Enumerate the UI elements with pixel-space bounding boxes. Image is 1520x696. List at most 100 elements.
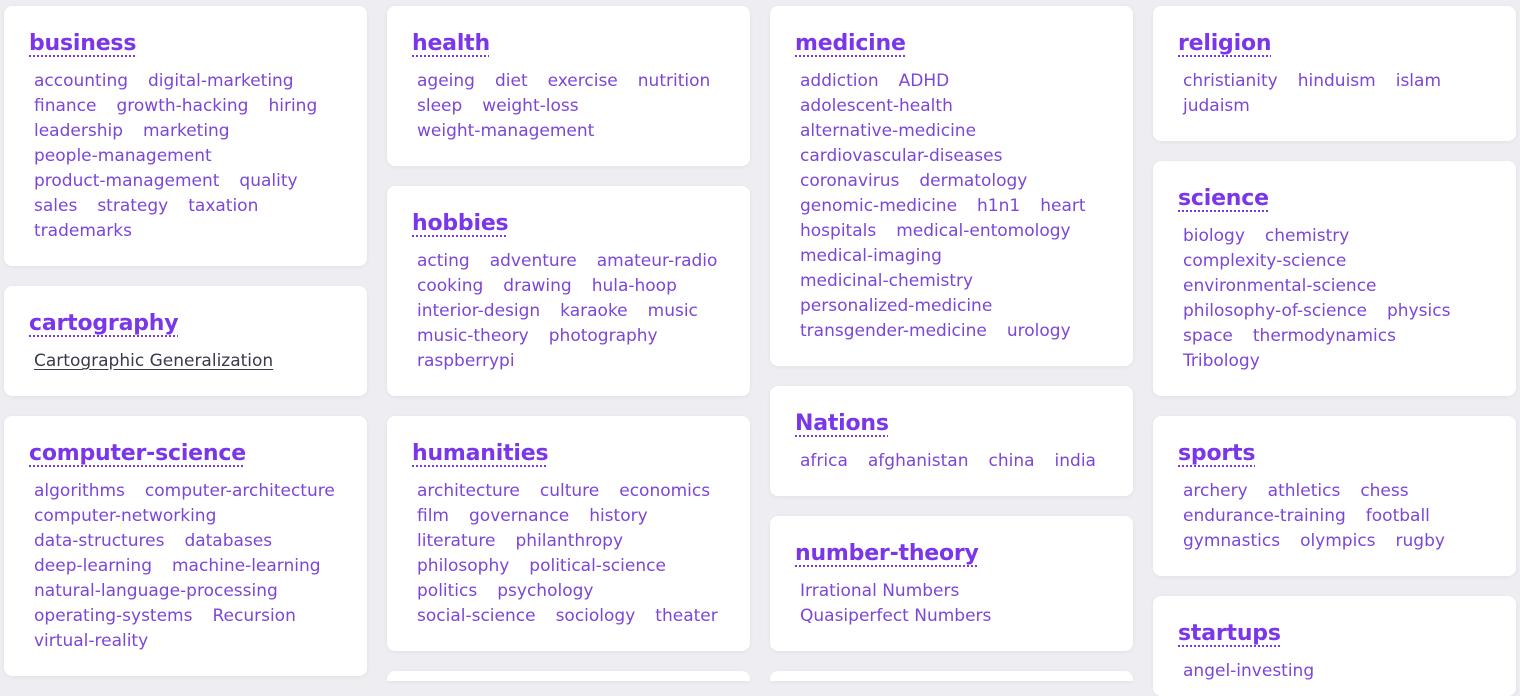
tag-link[interactable]: architecture: [417, 481, 520, 501]
tag-link[interactable]: quality: [239, 171, 298, 191]
card-title-computer-science[interactable]: computer-science: [29, 441, 246, 466]
tag-link[interactable]: deep-learning: [34, 556, 152, 576]
tag-link[interactable]: cooking: [417, 276, 484, 296]
tag-link[interactable]: china: [988, 451, 1035, 471]
tag-link[interactable]: Irrational Numbers: [800, 581, 960, 601]
tag-link[interactable]: personalized-medicine: [800, 296, 993, 316]
tag-link[interactable]: ageing: [417, 71, 475, 91]
tag-link[interactable]: politics: [417, 581, 478, 601]
tag-link[interactable]: operating-systems: [34, 606, 193, 626]
tag-link[interactable]: governance: [469, 506, 570, 526]
tag-link[interactable]: adolescent-health: [800, 96, 953, 116]
tag-link[interactable]: biology: [1183, 226, 1245, 246]
tag-link[interactable]: physics: [1387, 301, 1451, 321]
tag-link[interactable]: algorithms: [34, 481, 125, 501]
tag-link[interactable]: diet: [494, 71, 528, 91]
tag-link[interactable]: taxation: [188, 196, 259, 216]
tag-link[interactable]: weight-management: [417, 121, 595, 141]
tag-link[interactable]: people-management: [34, 146, 212, 166]
tag-link[interactable]: literature: [417, 531, 496, 551]
tag-link[interactable]: interior-design: [417, 301, 541, 321]
tag-link[interactable]: space: [1183, 326, 1233, 346]
tag-link[interactable]: growth-hacking: [116, 96, 249, 116]
tag-link[interactable]: gymnastics: [1183, 531, 1281, 551]
tag-link[interactable]: islam: [1395, 71, 1441, 91]
tag-link[interactable]: sleep: [417, 96, 463, 116]
card-title-medicine[interactable]: medicine: [795, 31, 906, 56]
tag-link[interactable]: india: [1054, 451, 1096, 471]
tag-link[interactable]: databases: [184, 531, 273, 551]
tag-link[interactable]: Quasiperfect Numbers: [800, 606, 992, 626]
tag-link[interactable]: amateur-radio: [596, 251, 718, 271]
tag-link[interactable]: digital-marketing: [148, 71, 294, 91]
tag-link[interactable]: Tribology: [1183, 351, 1260, 371]
tag-link[interactable]: computer-architecture: [144, 481, 335, 501]
tag-link[interactable]: karaoke: [560, 301, 628, 321]
tag-link[interactable]: genomic-medicine: [800, 196, 958, 216]
tag-link[interactable]: christianity: [1183, 71, 1278, 91]
tag-link[interactable]: cardiovascular-diseases: [800, 146, 1003, 166]
tag-link[interactable]: judaism: [1183, 96, 1250, 116]
tag-link[interactable]: natural-language-processing: [34, 581, 278, 601]
tag-link[interactable]: angel-investing: [1183, 661, 1315, 681]
tag-link[interactable]: social-science: [417, 606, 536, 626]
tag-link[interactable]: addiction: [800, 71, 879, 91]
tag-link[interactable]: complexity-science: [1183, 251, 1347, 271]
card-title-religion[interactable]: religion: [1178, 31, 1272, 56]
tag-link[interactable]: ADHD: [898, 71, 950, 91]
tag-link[interactable]: accounting: [34, 71, 129, 91]
tag-link[interactable]: adventure: [489, 251, 577, 271]
tag-link[interactable]: finance: [34, 96, 97, 116]
tag-link[interactable]: virtual-reality: [34, 631, 149, 651]
tag-link[interactable]: trademarks: [34, 221, 132, 241]
tag-link[interactable]: exercise: [547, 71, 618, 91]
tag-link[interactable]: hula-hoop: [591, 276, 677, 296]
tag-link[interactable]: sociology: [555, 606, 636, 626]
tag-link[interactable]: hiring: [268, 96, 318, 116]
card-title-health[interactable]: health: [412, 31, 490, 56]
tag-link[interactable]: urology: [1006, 321, 1071, 341]
tag-link[interactable]: machine-learning: [172, 556, 321, 576]
tag-link[interactable]: alternative-medicine: [800, 121, 977, 141]
card-title-number-theory[interactable]: number-theory: [795, 541, 979, 566]
tag-link[interactable]: strategy: [97, 196, 169, 216]
tag-link[interactable]: weight-loss: [482, 96, 579, 116]
tag-link[interactable]: sales: [34, 196, 78, 216]
tag-link[interactable]: data-structures: [34, 531, 165, 551]
tag-link[interactable]: h1n1: [977, 196, 1021, 216]
card-title-nations[interactable]: Nations: [795, 411, 889, 436]
card-title-hobbies[interactable]: hobbies: [412, 211, 509, 236]
tag-link[interactable]: africa: [800, 451, 848, 471]
tag-link[interactable]: music-theory: [417, 326, 529, 346]
tag-link[interactable]: hinduism: [1297, 71, 1376, 91]
tag-link[interactable]: photography: [548, 326, 658, 346]
tag-link[interactable]: Cartographic Generalization: [34, 351, 274, 371]
card-title-startups[interactable]: startups: [1178, 621, 1281, 646]
tag-link[interactable]: theater: [655, 606, 718, 626]
tag-link[interactable]: political-science: [529, 556, 666, 576]
tag-link[interactable]: archery: [1183, 481, 1248, 501]
tag-link[interactable]: culture: [539, 481, 600, 501]
tag-link[interactable]: computer-networking: [34, 506, 217, 526]
tag-link[interactable]: economics: [619, 481, 711, 501]
tag-link[interactable]: philosophy: [417, 556, 510, 576]
card-title-sports[interactable]: sports: [1178, 441, 1256, 466]
tag-link[interactable]: chess: [1360, 481, 1409, 501]
tag-link[interactable]: coronavirus: [800, 171, 900, 191]
tag-link[interactable]: film: [417, 506, 449, 526]
tag-link[interactable]: dermatology: [919, 171, 1028, 191]
tag-link[interactable]: product-management: [34, 171, 220, 191]
tag-link[interactable]: environmental-science: [1183, 276, 1377, 296]
tag-link[interactable]: music: [647, 301, 698, 321]
tag-link[interactable]: heart: [1040, 196, 1086, 216]
tag-link[interactable]: philanthropy: [515, 531, 624, 551]
card-title-business[interactable]: business: [29, 31, 137, 56]
tag-link[interactable]: transgender-medicine: [800, 321, 987, 341]
tag-link[interactable]: rugby: [1395, 531, 1445, 551]
tag-link[interactable]: marketing: [142, 121, 230, 141]
tag-link[interactable]: thermodynamics: [1252, 326, 1396, 346]
tag-link[interactable]: endurance-training: [1183, 506, 1346, 526]
tag-link[interactable]: acting: [417, 251, 470, 271]
card-title-science[interactable]: science: [1178, 186, 1269, 211]
tag-link[interactable]: chemistry: [1264, 226, 1350, 246]
